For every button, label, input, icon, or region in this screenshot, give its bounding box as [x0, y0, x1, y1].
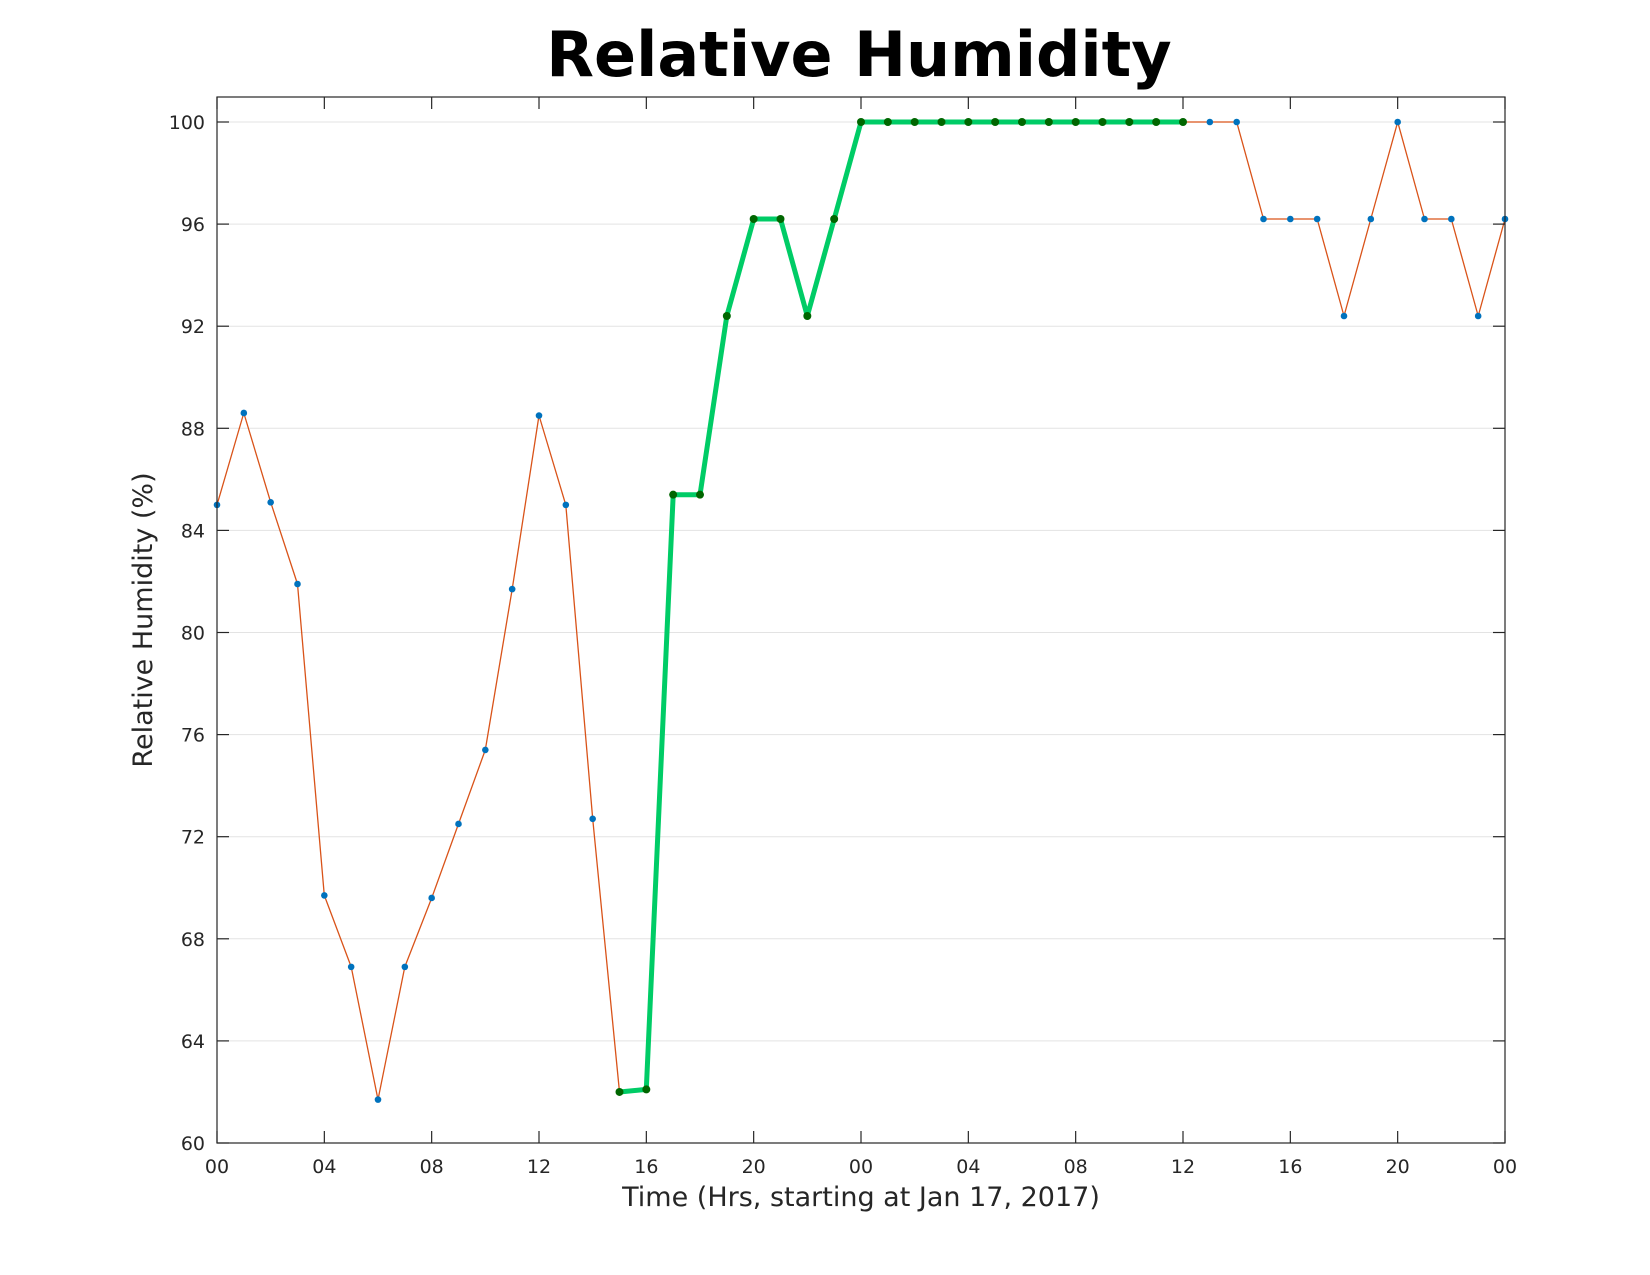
x-tick-label: 12 [1171, 1156, 1195, 1178]
data-point [1206, 118, 1214, 126]
highlight-data-point [615, 1087, 624, 1096]
data-point [267, 499, 274, 506]
data-point [508, 585, 516, 593]
highlight-data-point [722, 311, 731, 320]
highlight-data-point [1179, 118, 1187, 126]
x-tick-label: 00 [205, 1156, 229, 1178]
data-point [1287, 215, 1294, 223]
data-point [401, 963, 409, 971]
data-point [535, 412, 543, 419]
highlight-data-point [642, 1085, 651, 1094]
y-tick-label: 68 [181, 929, 205, 951]
x-tick-label: 00 [849, 1156, 873, 1178]
x-tick-label: 20 [1386, 1156, 1410, 1178]
data-point [294, 580, 301, 588]
data-point [589, 815, 596, 823]
data-point [1394, 118, 1401, 126]
x-tick-label: 04 [956, 1156, 980, 1178]
data-point [562, 501, 570, 509]
highlight-data-point [937, 118, 946, 126]
highlight-data-point [857, 118, 865, 126]
y-tick-label: 64 [181, 1031, 205, 1053]
y-tick-label: 92 [181, 316, 205, 338]
y-tick-label: 100 [169, 112, 205, 134]
data-point [321, 892, 328, 899]
highlight-data-point [1018, 118, 1026, 126]
data-point [455, 820, 462, 828]
data-point [1313, 215, 1321, 223]
chart-title: Relative Humidity [546, 18, 1171, 91]
y-axis-label: Relative Humidity (%) [128, 472, 159, 767]
data-point [1367, 215, 1375, 223]
data-point [482, 746, 489, 754]
y-tick-label: 60 [181, 1133, 205, 1155]
highlight-data-point [1098, 118, 1107, 126]
x-tick-label: 20 [742, 1156, 766, 1178]
highlight-data-point [883, 118, 892, 126]
axes [216, 96, 1506, 1144]
x-tick-label: 00 [1493, 1156, 1517, 1178]
highlight-data-point [749, 214, 758, 223]
data-point [1233, 118, 1240, 126]
y-tick-label: 88 [181, 418, 205, 440]
series-line-full [216, 121, 1506, 1101]
highlight-data-point [991, 118, 1000, 126]
x-axis-label: Time (Hrs, starting at Jan 17, 2017) [621, 1182, 1100, 1213]
x-tick-label: 12 [527, 1156, 551, 1178]
y-axis-ticks: 60 64 68 72 76 80 84 88 92 96 100 [169, 112, 1505, 1155]
data-point [428, 894, 435, 902]
highlight-data-point [1152, 118, 1161, 126]
data-point [240, 409, 248, 417]
x-tick-label: 08 [420, 1156, 444, 1178]
data-point [1421, 215, 1428, 223]
data-point [374, 1096, 382, 1103]
data-point [1260, 215, 1267, 223]
plot-frame [216, 96, 1506, 1144]
x-tick-label: 16 [1278, 1156, 1302, 1178]
data-point [347, 963, 355, 971]
grid-lines [217, 121, 1505, 1042]
x-axis-ticks: 00 04 08 12 16 20 00 04 08 12 16 20 00 [205, 97, 1517, 1178]
data-point [1448, 215, 1455, 223]
y-tick-label: 80 [181, 623, 205, 645]
highlight-data-point [910, 118, 919, 126]
x-tick-label: 16 [634, 1156, 658, 1178]
series-line-highlight [617, 119, 1186, 1095]
series-layer [213, 118, 1509, 1103]
y-tick-label: 96 [181, 214, 205, 236]
x-tick-label: 08 [1064, 1156, 1088, 1178]
highlight-data-point [1044, 118, 1053, 126]
highlight-data-point [803, 311, 812, 320]
data-point [1340, 312, 1348, 320]
highlight-data-point [669, 490, 678, 499]
highlight-data-point [964, 118, 973, 126]
highlight-data-point [776, 214, 785, 223]
y-tick-label: 76 [181, 725, 205, 747]
data-point [1474, 312, 1482, 320]
highlight-data-point [1125, 118, 1134, 126]
highlight-data-point [696, 490, 704, 499]
y-tick-label: 72 [181, 827, 205, 849]
y-tick-label: 84 [181, 520, 205, 542]
highlight-data-point [1071, 118, 1080, 126]
x-tick-label: 04 [312, 1156, 336, 1178]
highlight-data-point [830, 214, 839, 223]
